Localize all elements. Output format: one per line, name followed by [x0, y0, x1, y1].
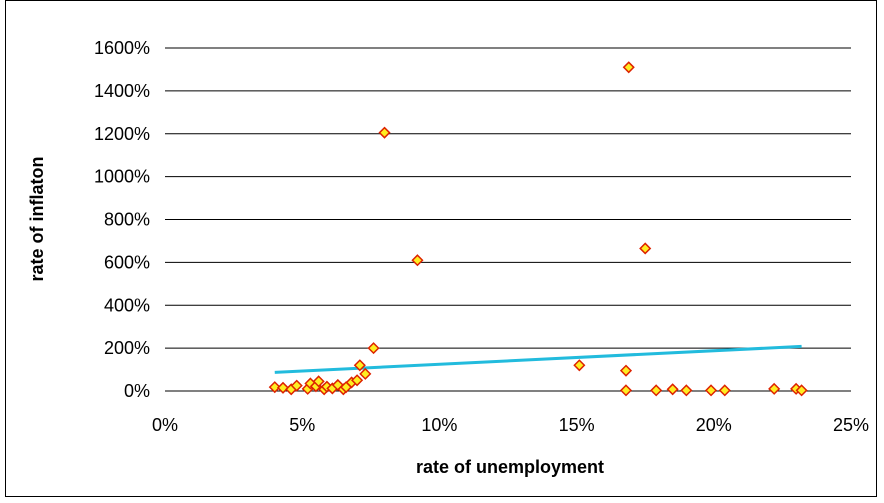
data-point [704, 384, 718, 397]
y-tick-label: 1600% [94, 38, 150, 58]
x-tick-label: 5% [289, 415, 315, 435]
data-point [666, 383, 679, 396]
trendline [274, 344, 802, 374]
data-point [650, 384, 663, 397]
data-point [795, 384, 808, 397]
data-point [367, 342, 380, 355]
y-tick-label: 1200% [94, 124, 150, 144]
data-point [619, 384, 633, 397]
data-point [353, 359, 366, 372]
data-point [378, 126, 391, 139]
data-point [290, 379, 303, 392]
chart-frame [5, 0, 877, 497]
gridlines [165, 47, 851, 392]
data-point [768, 382, 781, 395]
data-points [268, 61, 808, 397]
y-axis-title: rate of inflaton [27, 157, 47, 282]
x-axis-title: rate of unemployment [416, 457, 604, 477]
data-point [619, 364, 633, 377]
data-point [268, 381, 281, 394]
y-axis-tick-labels: 0% 200% 400% 600% 800% 1000% 1200% 1400% 1600% [94, 38, 150, 401]
y-tick-label: 400% [104, 295, 150, 315]
x-tick-label: 0% [152, 415, 178, 435]
y-tick-label: 1400% [94, 81, 150, 101]
y-tick-label: 600% [104, 252, 150, 272]
data-point [359, 367, 372, 380]
y-tick-label: 800% [104, 210, 150, 230]
trendline-group [274, 344, 802, 374]
y-tick-label: 0% [124, 381, 150, 401]
data-point [276, 381, 290, 394]
y-tick-label: 1000% [94, 167, 150, 187]
data-point [351, 374, 364, 387]
data-point [622, 61, 635, 74]
x-tick-label: 15% [559, 415, 595, 435]
data-point [718, 384, 731, 397]
data-point [411, 254, 424, 267]
x-tick-label: 25% [833, 415, 869, 435]
y-tick-label: 200% [104, 338, 150, 358]
x-tick-label: 20% [696, 415, 732, 435]
x-tick-label: 10% [421, 415, 457, 435]
data-point [312, 375, 325, 388]
data-point [680, 384, 693, 397]
x-axis-tick-labels: 0% 5% 10% 15% 20% 25% [152, 415, 869, 435]
data-point [639, 242, 652, 255]
data-point [573, 359, 586, 372]
